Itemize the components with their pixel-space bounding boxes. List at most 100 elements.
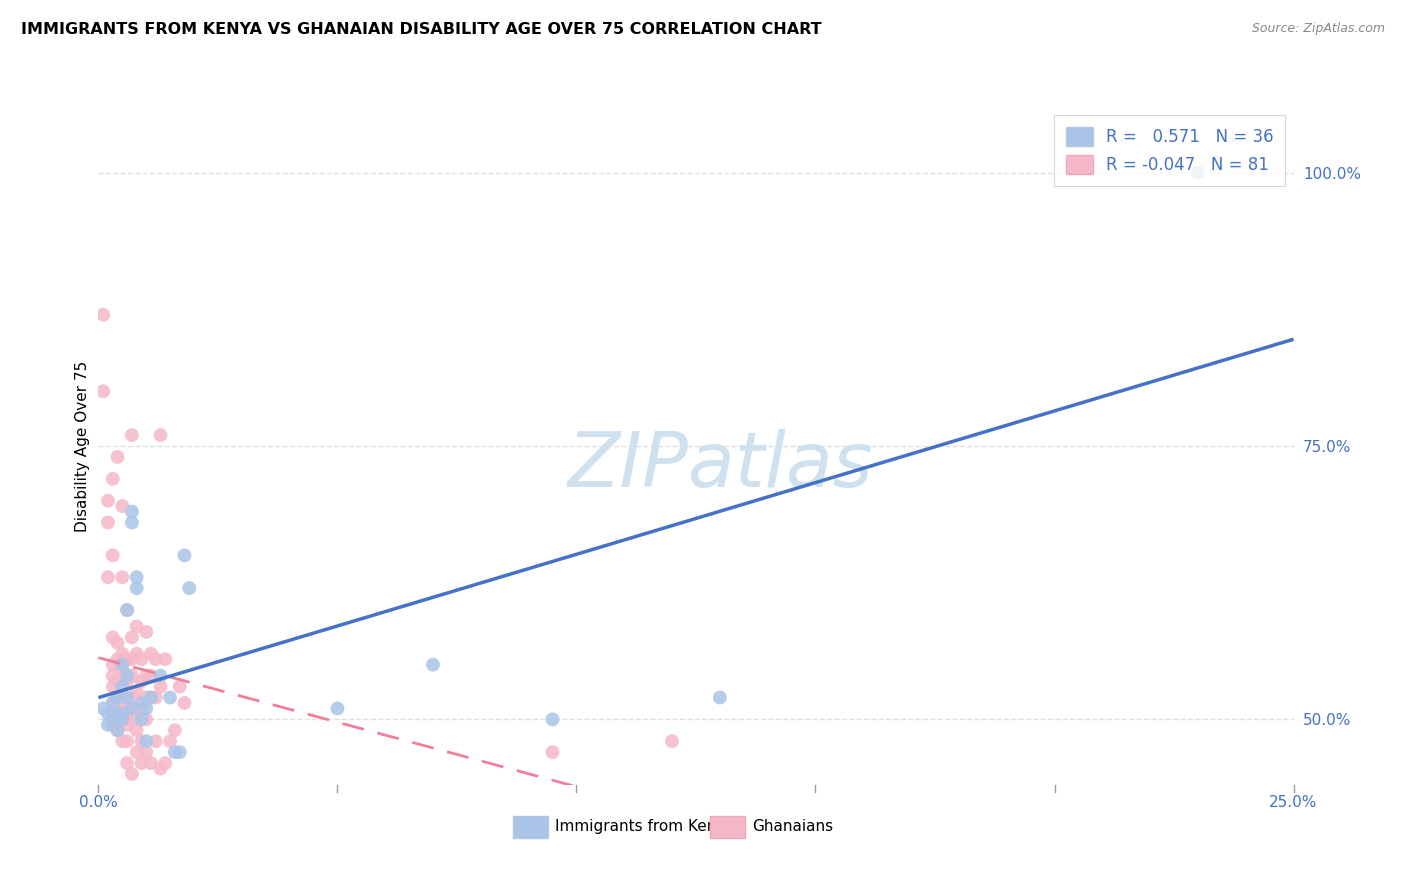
Point xyxy=(111,680,134,694)
Point xyxy=(149,680,172,694)
Point xyxy=(91,384,114,399)
Point xyxy=(135,745,157,759)
Point xyxy=(131,701,153,715)
Point xyxy=(111,657,134,672)
Point xyxy=(115,734,138,748)
Point xyxy=(125,570,148,584)
Point xyxy=(121,767,143,781)
Point xyxy=(101,696,124,710)
Point xyxy=(163,876,186,890)
Point xyxy=(709,690,731,705)
Point xyxy=(145,734,167,748)
Point xyxy=(121,690,143,705)
Point xyxy=(131,712,153,726)
Point xyxy=(1187,166,1209,180)
Legend: R =   0.571   N = 36, R = -0.047   N = 81: R = 0.571 N = 36, R = -0.047 N = 81 xyxy=(1054,115,1285,186)
Point xyxy=(125,701,148,715)
Point xyxy=(139,647,162,661)
Point xyxy=(107,701,129,715)
Point xyxy=(145,690,167,705)
Point xyxy=(121,652,143,666)
Point xyxy=(107,450,129,464)
Text: ZIPatlas: ZIPatlas xyxy=(567,429,873,503)
Point xyxy=(326,701,349,715)
Point xyxy=(135,624,157,639)
Point xyxy=(115,652,138,666)
Point xyxy=(125,745,148,759)
Point xyxy=(155,756,177,770)
Point xyxy=(125,723,148,738)
Text: IMMIGRANTS FROM KENYA VS GHANAIAN DISABILITY AGE OVER 75 CORRELATION CHART: IMMIGRANTS FROM KENYA VS GHANAIAN DISABI… xyxy=(21,22,821,37)
Point xyxy=(91,308,114,322)
Point xyxy=(131,652,153,666)
Point xyxy=(163,745,186,759)
Point xyxy=(115,718,138,732)
Point xyxy=(139,690,162,705)
Point xyxy=(101,549,124,563)
Point xyxy=(101,696,124,710)
Point xyxy=(121,505,143,519)
Point xyxy=(115,603,138,617)
Point xyxy=(107,706,129,721)
Point xyxy=(159,690,181,705)
Point xyxy=(661,734,683,748)
Point xyxy=(139,668,162,682)
Point xyxy=(125,647,148,661)
Y-axis label: Disability Age Over 75: Disability Age Over 75 xyxy=(75,360,90,532)
Point xyxy=(125,581,148,595)
Point xyxy=(149,668,172,682)
Point xyxy=(115,706,138,721)
Point xyxy=(101,668,124,682)
Point xyxy=(101,657,124,672)
Point xyxy=(101,712,124,726)
Point xyxy=(111,734,134,748)
Point xyxy=(135,690,157,705)
Point xyxy=(97,516,120,530)
Point xyxy=(131,734,153,748)
Point xyxy=(115,696,138,710)
Point xyxy=(145,652,167,666)
Point xyxy=(115,668,138,682)
Point xyxy=(163,723,186,738)
Point xyxy=(541,712,564,726)
Point xyxy=(115,690,138,705)
Point xyxy=(111,712,134,726)
Point xyxy=(541,745,564,759)
Point xyxy=(107,674,129,689)
Point xyxy=(131,696,153,710)
Point xyxy=(107,690,129,705)
Point xyxy=(139,690,162,705)
Point xyxy=(135,712,157,726)
Point xyxy=(121,701,143,715)
Point xyxy=(115,603,138,617)
Point xyxy=(111,499,134,513)
Point xyxy=(111,706,134,721)
Point xyxy=(173,549,195,563)
Point xyxy=(131,712,153,726)
Point xyxy=(115,674,138,689)
Point xyxy=(97,706,120,721)
Point xyxy=(155,652,177,666)
Point xyxy=(111,663,134,677)
Point xyxy=(121,631,143,645)
Point xyxy=(169,745,191,759)
Point xyxy=(111,570,134,584)
Point xyxy=(97,570,120,584)
Point xyxy=(121,668,143,682)
Point xyxy=(125,685,148,699)
Point xyxy=(159,734,181,748)
Point xyxy=(121,712,143,726)
Point xyxy=(107,712,129,726)
Point xyxy=(121,701,143,715)
Point xyxy=(135,701,157,715)
Point xyxy=(101,631,124,645)
Point xyxy=(97,718,120,732)
Point xyxy=(149,762,172,776)
Point xyxy=(101,680,124,694)
Text: Immigrants from Kenya: Immigrants from Kenya xyxy=(555,820,735,834)
Point xyxy=(139,756,162,770)
Point xyxy=(107,652,129,666)
Point xyxy=(135,668,157,682)
Point xyxy=(111,701,134,715)
Point xyxy=(135,734,157,748)
